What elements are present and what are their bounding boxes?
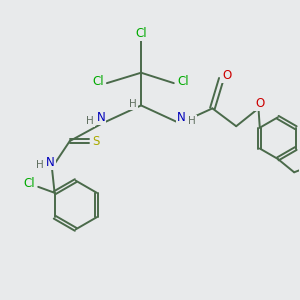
Text: Cl: Cl [177,75,188,88]
Text: N: N [177,111,186,124]
Text: Cl: Cl [92,75,104,88]
Text: Cl: Cl [23,177,34,190]
Text: S: S [92,135,99,148]
Text: O: O [222,69,231,82]
Text: O: O [255,97,265,110]
Text: H: H [129,99,136,109]
Text: H: H [36,160,43,170]
Text: N: N [46,156,55,169]
Text: N: N [97,111,105,124]
Text: H: H [86,116,94,126]
Text: H: H [188,116,196,126]
Text: Cl: Cl [135,27,147,40]
